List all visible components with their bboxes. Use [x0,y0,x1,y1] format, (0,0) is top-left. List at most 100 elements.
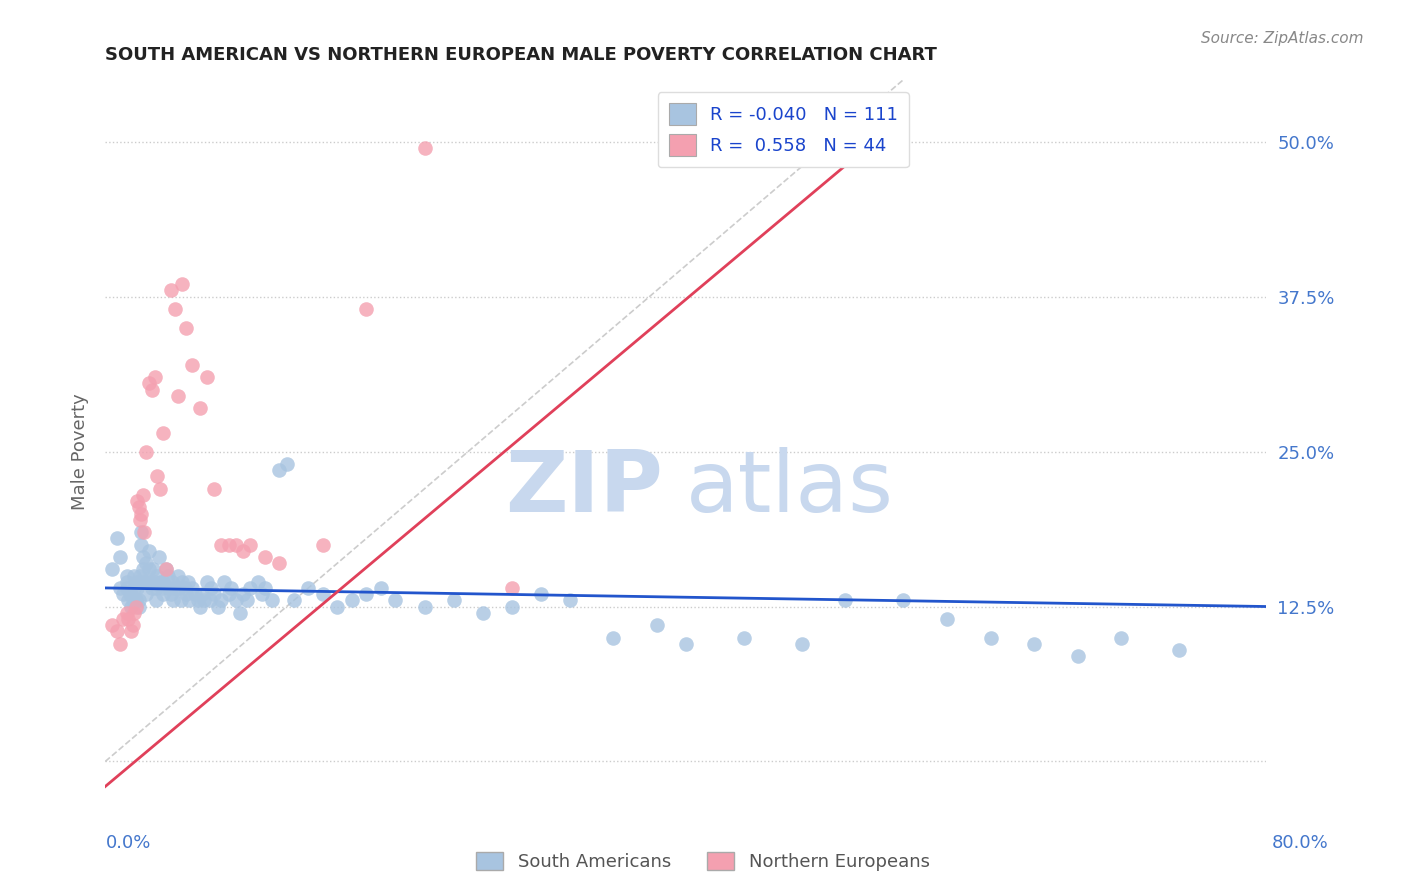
Point [122,606,145,620]
Point [501,581,523,595]
Point [893,593,915,607]
Point [108,581,131,595]
Point [149,574,172,589]
Point [163,301,186,316]
Point [239,581,262,595]
Point [125,599,148,614]
Point [117,612,139,626]
Point [276,457,298,471]
Point [356,587,378,601]
Point [202,587,225,601]
Point [170,593,193,607]
Point [145,593,167,607]
Point [246,574,269,589]
Text: atlas: atlas [686,447,894,530]
Point [209,537,232,551]
Point [184,587,207,601]
Point [326,599,349,614]
Point [236,593,259,607]
Point [105,624,128,639]
Point [174,581,197,595]
Point [1066,649,1088,664]
Point [262,593,284,607]
Point [166,389,188,403]
Point [177,574,200,589]
Point [155,562,177,576]
Point [602,631,624,645]
Point [132,488,155,502]
Point [195,370,218,384]
Point [149,482,172,496]
Point [269,463,291,477]
Point [1168,643,1191,657]
Point [207,599,229,614]
Point [148,549,170,564]
Point [128,593,150,607]
Point [176,587,198,601]
Point [146,568,169,582]
Point [118,587,141,601]
Point [146,469,169,483]
Point [121,618,143,632]
Point [413,599,436,614]
Point [443,593,465,607]
Point [134,574,156,589]
Point [131,507,153,521]
Point [129,568,152,582]
Point [152,574,174,589]
Point [209,593,232,607]
Point [122,581,145,595]
Point [101,562,124,576]
Point [159,587,181,601]
Point [229,606,252,620]
Point [195,574,218,589]
Point [143,574,166,589]
Point [135,444,157,458]
Point [141,383,163,397]
Point [283,593,305,607]
Point [675,637,697,651]
Point [152,587,174,601]
Point [138,376,160,391]
Point [115,568,138,582]
Point [167,581,190,595]
Point [188,599,211,614]
Point [733,631,755,645]
Point [162,593,184,607]
Point [501,599,523,614]
Text: Source: ZipAtlas.com: Source: ZipAtlas.com [1201,31,1364,46]
Point [138,562,160,576]
Point [232,543,254,558]
Point [187,593,209,607]
Point [129,513,152,527]
Point [370,581,392,595]
Point [122,568,145,582]
Point [239,537,262,551]
Point [120,624,142,639]
Point [340,593,363,607]
Point [141,581,163,595]
Point [253,581,276,595]
Text: SOUTH AMERICAN VS NORTHERN EUROPEAN MALE POVERTY CORRELATION CHART: SOUTH AMERICAN VS NORTHERN EUROPEAN MALE… [105,46,936,64]
Point [471,606,494,620]
Point [166,568,188,582]
Point [188,401,211,416]
Point [172,277,194,292]
Point [218,537,240,551]
Point [155,562,177,576]
Point [160,574,183,589]
Text: ZIP: ZIP [505,447,662,530]
Point [111,612,134,626]
Point [297,581,319,595]
Point [120,599,142,614]
Point [645,618,668,632]
Point [128,500,150,515]
Point [312,537,335,551]
Point [1022,637,1045,651]
Point [127,494,149,508]
Point [979,631,1001,645]
Text: 0.0%: 0.0% [105,834,150,852]
Point [413,141,436,155]
Point [200,581,222,595]
Point [790,637,813,651]
